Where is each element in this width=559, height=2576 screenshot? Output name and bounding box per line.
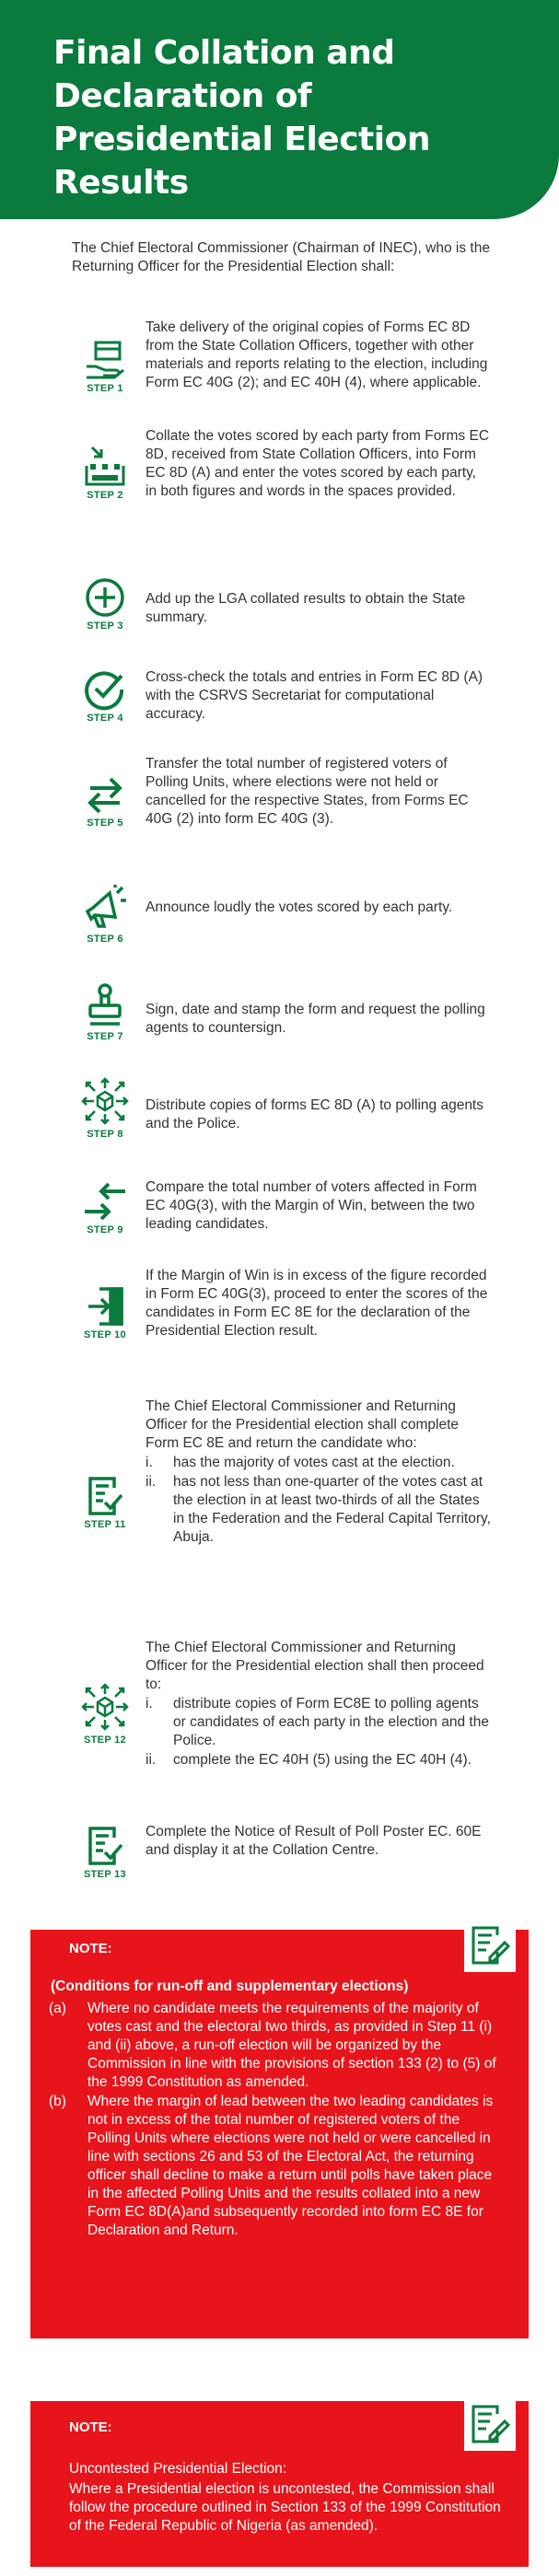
transfer-arrows-icon bbox=[87, 777, 122, 814]
step-label: STEP 8 bbox=[87, 1129, 123, 1140]
step-label: STEP 5 bbox=[87, 818, 123, 829]
step-text: The Chief Electoral Commissioner and Ret… bbox=[146, 1398, 491, 1545]
distribute-icon bbox=[81, 1683, 129, 1731]
step-label: STEP 4 bbox=[87, 713, 123, 724]
step-text: Transfer the total number of registered … bbox=[146, 756, 469, 827]
list-item: i. has the majority of votes cast at the … bbox=[146, 1455, 455, 1470]
collate-icon bbox=[85, 446, 125, 486]
plus-circle-icon bbox=[86, 578, 124, 617]
document-edit-icon bbox=[472, 2405, 511, 2443]
document-edit-icon bbox=[472, 1926, 511, 1965]
list-item: i. distribute copies of Form EC8E to poll… bbox=[146, 1696, 489, 1748]
step-label: STEP 13 bbox=[84, 1869, 126, 1880]
step-text: If the Margin of Win is in excess of the… bbox=[146, 1268, 488, 1339]
step-label: STEP 3 bbox=[87, 621, 123, 632]
page-title: Final Collation and Declaration of Presi… bbox=[53, 34, 430, 202]
enter-door-icon bbox=[88, 1287, 123, 1326]
list-item: (b) Where the margin of lead between the … bbox=[49, 2094, 494, 2238]
step-text: Cross-check the totals and entries in Fo… bbox=[146, 669, 483, 722]
list-item: ii. complete the EC 40H (5) using the EC … bbox=[146, 1752, 472, 1768]
step-text: Add up the LGA collated results to obtai… bbox=[146, 591, 466, 625]
step-text: Distribute copies of forms EC 8D (A) to … bbox=[146, 1097, 483, 1131]
step-text: Compare the total number of voters affec… bbox=[146, 1179, 477, 1232]
step-label: STEP 9 bbox=[87, 1224, 123, 1236]
stamp-icon bbox=[88, 983, 122, 1026]
distribute-icon bbox=[81, 1077, 129, 1125]
step-text: The Chief Electoral Commissioner and Ret… bbox=[146, 1639, 491, 1770]
page-header: Final Collation and Declaration of Presi… bbox=[0, 0, 559, 219]
step-text: Announce loudly the votes scored by each… bbox=[146, 899, 453, 915]
note-box: NOTE: (Conditions for run-off and supple… bbox=[30, 1915, 529, 2338]
list-item: ii. has not less than one-quarter of the … bbox=[146, 1474, 491, 1545]
document-check-icon bbox=[88, 1477, 123, 1515]
step-text: Collate the votes scored by each party f… bbox=[146, 428, 490, 499]
megaphone-icon bbox=[85, 885, 126, 928]
step-label: STEP 2 bbox=[87, 490, 123, 501]
check-circle-icon bbox=[85, 671, 124, 711]
note-box: NOTE: Uncontested Presidential Election:… bbox=[30, 2394, 529, 2567]
step-label: STEP 10 bbox=[84, 1329, 126, 1340]
note-heading: NOTE: bbox=[69, 2419, 112, 2435]
note-body: Where a Presidential election is unconte… bbox=[69, 2481, 501, 2534]
step-label: STEP 11 bbox=[84, 1519, 126, 1530]
note-heading: NOTE: bbox=[69, 1941, 112, 1956]
step-text: Take delivery of the original copies of … bbox=[146, 319, 488, 390]
hand-box-icon bbox=[87, 341, 124, 379]
note-subheading: (Conditions for run-off and supplementar… bbox=[51, 1978, 409, 1994]
note-subheading: Uncontested Presidential Election: bbox=[69, 2461, 287, 2477]
step-label: STEP 12 bbox=[84, 1735, 126, 1746]
step-label: STEP 1 bbox=[87, 383, 123, 394]
step-label: STEP 6 bbox=[87, 934, 123, 945]
step-text: Sign, date and stamp the form and reques… bbox=[146, 1002, 485, 1036]
step-text: Complete the Notice of Result of Poll Po… bbox=[146, 1824, 482, 1858]
compare-arrows-icon bbox=[85, 1182, 125, 1221]
document-check-icon bbox=[88, 1827, 123, 1865]
intro-text: The Chief Electoral Commissioner (Chairm… bbox=[72, 240, 490, 274]
list-item: (a) Where no candidate meets the requirem… bbox=[49, 2001, 496, 2090]
step-label: STEP 7 bbox=[87, 1031, 123, 1042]
